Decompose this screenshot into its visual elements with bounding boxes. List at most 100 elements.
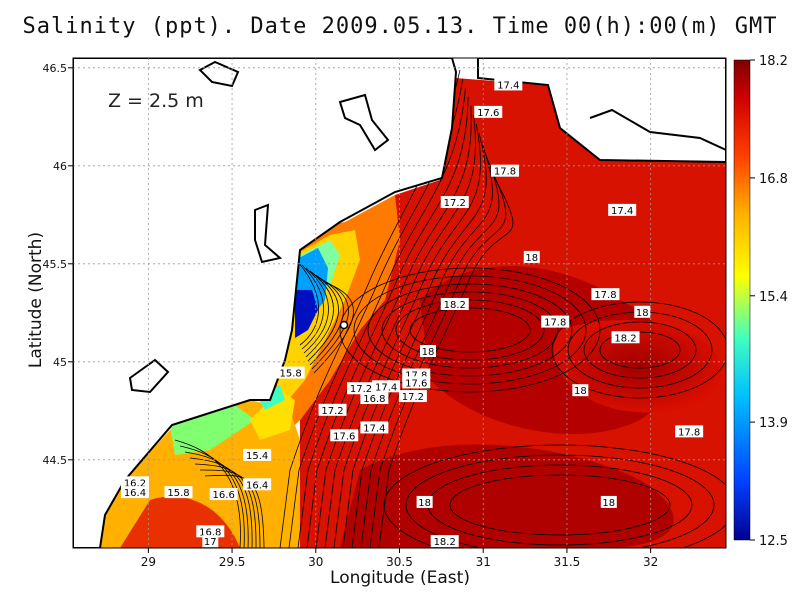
chart-title: Salinity (ppt). Date 2009.05.13. Time 00…: [22, 14, 778, 39]
contour-label-box: [494, 78, 523, 91]
colorbar-tick-label: 18.2: [759, 54, 788, 69]
contour-label: 17.6: [333, 431, 355, 442]
contour-line: [311, 279, 349, 370]
lagoon: [128, 358, 170, 394]
contour-label: 17.2: [402, 392, 424, 403]
contour-label: 18: [636, 308, 649, 319]
contour-label: 15.8: [280, 369, 302, 380]
contour-label-box: [120, 486, 149, 499]
y-axis: 44.5 45 45.5 46 46.5: [43, 62, 73, 467]
x-tick-label: 29.5: [219, 555, 246, 569]
sea-field-coastal: [250, 390, 295, 440]
contour-label: 18: [525, 253, 538, 264]
contour-label: 17.8: [594, 290, 616, 301]
contour-label: 17.4: [375, 382, 397, 393]
contour-label-box: [164, 486, 193, 499]
contour-label-box: [608, 203, 637, 216]
contour-line: [599, 331, 681, 369]
contour-label: 18.2: [614, 333, 636, 344]
contour-line: [324, 114, 476, 548]
contour-label-box: [202, 535, 219, 548]
contour-label-box: [600, 495, 617, 508]
contour-label: 16.8: [363, 394, 385, 405]
contour-label: 17.6: [405, 378, 427, 389]
gridlines: [73, 58, 726, 548]
sea-field-sw-green: [170, 405, 255, 455]
contour-line: [342, 132, 487, 548]
land-west: [73, 58, 458, 548]
contour-label-box: [196, 525, 225, 538]
contour-label: 18: [602, 498, 615, 509]
contour-label: 18: [418, 498, 431, 509]
contour-label: 18: [574, 386, 587, 397]
contour-label-box: [372, 380, 401, 393]
inland-river: [338, 93, 390, 152]
contour-label: 18.2: [444, 300, 466, 311]
salinity-field: [100, 78, 726, 548]
contour-label: 18.2: [434, 537, 456, 548]
contour-line: [307, 273, 339, 362]
contour-line: [305, 270, 334, 358]
plot-frame: [72, 57, 727, 549]
contour-line: [369, 159, 507, 548]
x-tick-label: 32: [643, 555, 658, 569]
contour-label-box: [120, 476, 149, 489]
contour-line: [378, 168, 514, 548]
y-tick-label: 46.5: [43, 62, 68, 75]
contour-label: 17.4: [363, 423, 385, 434]
contour-line: [367, 283, 573, 377]
contour-label: 17.2: [350, 384, 372, 395]
contour-label: 17.8: [494, 167, 516, 178]
contour-line: [194, 463, 257, 548]
contour-line: [351, 141, 493, 548]
land-mask: [73, 58, 726, 548]
contour-label-box: [243, 478, 272, 491]
coast-east-detail: [589, 108, 726, 151]
contour-label-box: [675, 425, 704, 438]
contour-line: [360, 150, 500, 548]
contour-label: 17.8: [544, 318, 566, 329]
colorbar-tick-label: 13.9: [759, 416, 788, 431]
contour-label: 17.8: [678, 427, 700, 438]
contour-label-box: [523, 250, 540, 263]
contour-label-box: [490, 164, 519, 177]
contour-line: [409, 307, 531, 353]
contour-label-box: [591, 288, 620, 301]
island-marker: [339, 320, 349, 330]
y-tick-label: 44.5: [43, 454, 68, 467]
contour-label-box: [398, 390, 427, 403]
contour-line: [449, 474, 671, 536]
inland-lake: [198, 60, 240, 88]
coast-detail: [254, 203, 283, 264]
contour-line: [395, 299, 545, 361]
x-axis: 29 29.5 30 30.5 31 31.5 32: [141, 548, 658, 569]
x-axis-label: Longitude (East): [330, 568, 470, 588]
contour-line: [583, 321, 697, 379]
x-tick-label: 30.5: [386, 555, 413, 569]
contour-label-box: [318, 403, 347, 416]
contour-label: 17.4: [611, 206, 633, 217]
sea-field-dark-east: [553, 320, 722, 413]
contour-label-box: [360, 421, 389, 434]
colorbar-ticks: 18.2 16.8 15.4 13.9 12.5: [750, 54, 788, 549]
land-northeast: [477, 58, 726, 164]
contour-line: [353, 275, 587, 385]
contour-label-box: [474, 105, 503, 118]
contour-line: [309, 276, 344, 366]
contour-labels: 17.417.617.817.217.41817.818.21817.818.2…: [120, 78, 704, 548]
colorbar-tick-label: 16.8: [759, 172, 788, 187]
contour-line: [551, 301, 726, 399]
contour-label-box: [572, 384, 589, 397]
x-tick-label: 29: [141, 555, 156, 569]
contour-line: [313, 282, 354, 374]
contour-label: 16.6: [213, 490, 235, 501]
contour-label: 16.4: [246, 480, 268, 491]
contour-label-box: [541, 315, 570, 328]
contour-line: [315, 105, 472, 548]
contour-line: [297, 261, 320, 346]
contour-line: [301, 264, 324, 350]
contour-label-box: [611, 331, 640, 344]
colorbar-tick-label: 15.4: [759, 290, 788, 305]
contour-label-box: [416, 495, 433, 508]
